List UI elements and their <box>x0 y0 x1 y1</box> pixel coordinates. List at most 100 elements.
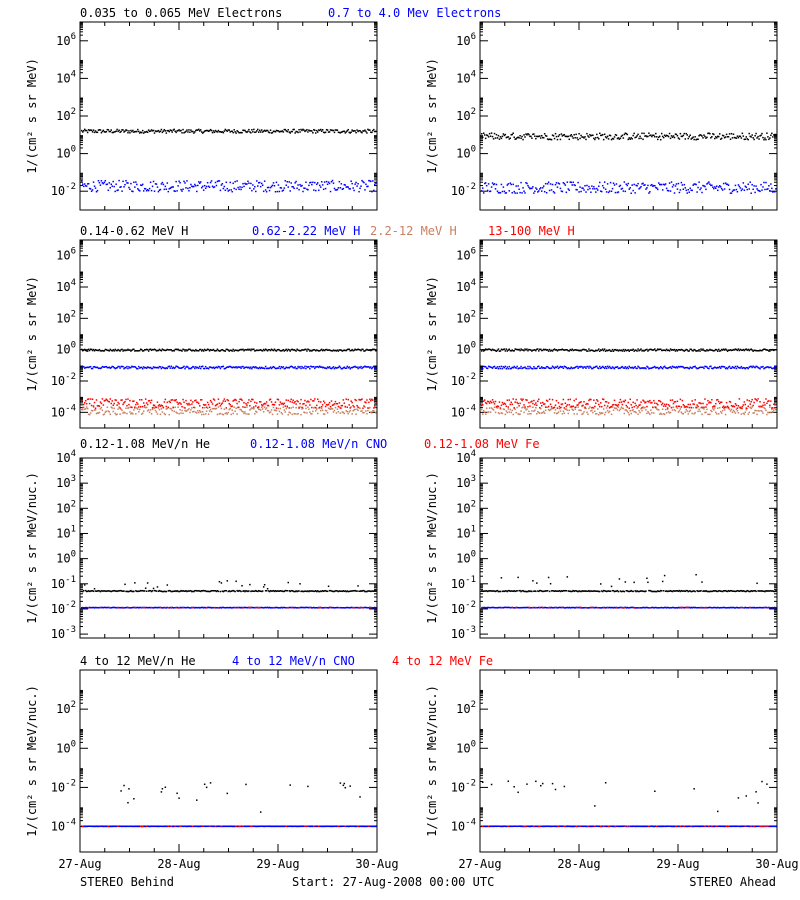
data-point <box>688 135 690 138</box>
data-point <box>175 411 177 414</box>
data-point <box>513 190 515 193</box>
data-point <box>548 189 551 192</box>
data-point <box>553 367 556 370</box>
data-point <box>172 406 174 409</box>
data-point <box>111 606 113 609</box>
data-point <box>134 606 136 609</box>
data-point <box>561 348 564 350</box>
data-point <box>200 399 203 401</box>
data-point <box>606 409 609 412</box>
data-point <box>604 350 607 352</box>
data-point <box>126 606 128 609</box>
data-point <box>583 401 585 403</box>
data-point <box>133 181 135 184</box>
data-point <box>290 182 292 184</box>
data-point <box>135 181 137 183</box>
data-point <box>649 134 651 137</box>
data-point <box>212 186 215 189</box>
data-point <box>731 190 734 193</box>
data-point <box>243 606 245 609</box>
data-point <box>292 186 294 188</box>
data-point <box>610 405 613 408</box>
data-point <box>262 130 265 132</box>
data-point <box>649 399 651 402</box>
data-point <box>112 404 114 407</box>
data-point <box>289 590 291 593</box>
data-point <box>634 410 636 413</box>
data-point <box>116 404 118 406</box>
data-point <box>575 365 577 368</box>
data-point <box>152 180 155 183</box>
data-point <box>298 406 300 408</box>
data-point <box>646 365 648 368</box>
data-point <box>276 590 279 592</box>
data-point <box>322 349 325 351</box>
data-point <box>351 182 353 185</box>
data-point <box>201 411 204 413</box>
data-point <box>728 188 731 191</box>
data-point <box>161 348 164 350</box>
data-point <box>576 404 578 406</box>
data-point <box>704 411 706 414</box>
data-point <box>482 409 485 412</box>
data-point <box>352 366 354 368</box>
data-point <box>304 590 306 592</box>
data-point <box>187 606 189 609</box>
data-point <box>772 407 774 409</box>
data-point <box>227 590 230 593</box>
data-point <box>299 183 301 186</box>
data-point <box>127 348 129 351</box>
data-point <box>723 349 726 351</box>
data-point <box>222 606 225 609</box>
data-point <box>322 590 325 593</box>
data-point <box>116 413 118 416</box>
data-point <box>153 407 156 410</box>
data-point <box>329 405 332 408</box>
data-point <box>162 607 165 609</box>
data-point <box>674 185 677 187</box>
data-point <box>112 606 114 609</box>
data-point <box>363 181 365 184</box>
data-point <box>321 366 324 369</box>
data-point <box>586 402 588 405</box>
data-point <box>328 182 331 185</box>
data-point <box>697 350 699 352</box>
data-point <box>116 349 118 352</box>
data-point <box>171 186 173 188</box>
data-point <box>357 406 359 408</box>
data-point <box>493 365 496 368</box>
data-point <box>137 403 139 405</box>
data-point <box>219 590 222 593</box>
data-point <box>589 187 591 190</box>
data-point <box>598 138 600 140</box>
data-point <box>599 134 602 137</box>
data-point <box>173 399 175 401</box>
data-point <box>269 590 272 592</box>
data-point <box>271 413 274 416</box>
data-point <box>687 413 689 415</box>
data-point <box>497 134 500 137</box>
data-point <box>516 137 518 139</box>
data-point <box>120 365 122 368</box>
data-point <box>184 367 186 370</box>
data-point <box>286 589 289 592</box>
data-point <box>208 410 211 412</box>
data-point <box>359 407 361 410</box>
data-point <box>141 183 144 186</box>
data-point <box>183 180 185 183</box>
data-point <box>95 399 98 401</box>
data-point <box>219 130 222 133</box>
data-point <box>248 413 250 415</box>
data-point <box>300 590 302 593</box>
data-point <box>204 365 207 368</box>
data-point <box>345 131 348 133</box>
data-point <box>713 133 715 136</box>
data-point <box>202 607 205 609</box>
data-point <box>96 590 99 592</box>
data-point <box>553 192 556 194</box>
data-point <box>296 348 298 351</box>
data-point <box>504 413 507 416</box>
data-point <box>149 589 152 592</box>
data-point <box>228 590 230 592</box>
